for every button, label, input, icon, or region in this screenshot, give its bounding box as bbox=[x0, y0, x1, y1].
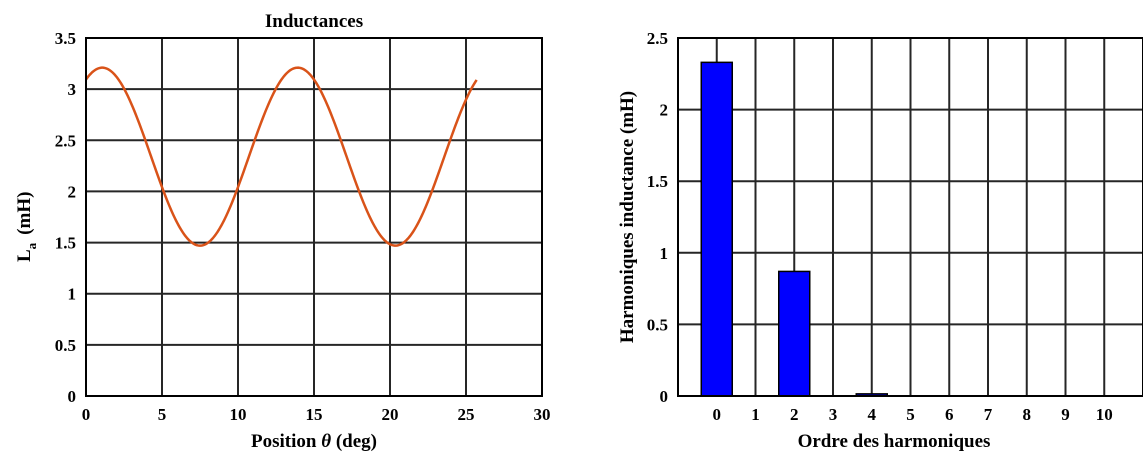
y-tick-labels: 0 0.5 1 1.5 2 2.5 bbox=[647, 29, 668, 406]
x-tick-label: 20 bbox=[382, 405, 399, 424]
x-axis-label-theta: θ bbox=[321, 431, 331, 452]
y-tick-label: 2.5 bbox=[55, 131, 76, 150]
y-tick-label: 2 bbox=[68, 182, 77, 201]
x-tick-label: 7 bbox=[984, 405, 993, 424]
x-tick-labels: 0 5 10 15 20 25 30 bbox=[82, 405, 551, 424]
x-axis-label: Position θ (deg) bbox=[251, 431, 377, 452]
chart-title: Inductances bbox=[265, 11, 363, 32]
x-axis-label-prefix: Position bbox=[251, 431, 321, 452]
x-tick-label: 15 bbox=[306, 405, 323, 424]
y-tick-labels: 0 0.5 1 1.5 2 2.5 3 3.5 bbox=[55, 29, 76, 406]
x-tick-label: 1 bbox=[751, 405, 760, 424]
y-tick-label: 0.5 bbox=[647, 315, 668, 334]
y-tick-label: 1.5 bbox=[647, 172, 668, 191]
y-tick-label: 0 bbox=[68, 387, 77, 406]
x-tick-label: 3 bbox=[829, 405, 838, 424]
x-tick-label: 5 bbox=[158, 405, 167, 424]
inductance-line-chart: 0 5 10 15 20 25 30 0 0.5 1 1.5 2 2.5 3 3.5 Inductance… bbox=[14, 11, 551, 452]
x-tick-label: 25 bbox=[458, 405, 475, 424]
y-tick-label: 0 bbox=[660, 387, 669, 406]
x-tick-labels: 0 1 2 3 4 5 6 7 8 9 10 bbox=[713, 405, 1113, 424]
x-tick-label: 10 bbox=[1096, 405, 1113, 424]
plot-frame bbox=[677, 37, 1143, 397]
y-tick-label: 1 bbox=[660, 244, 669, 263]
x-tick-label: 9 bbox=[1061, 405, 1070, 424]
y-axis-label: La (mH) bbox=[14, 192, 39, 262]
y-tick-label: 0.5 bbox=[55, 336, 76, 355]
x-tick-label: 6 bbox=[945, 405, 954, 424]
y-axis-label-main: L bbox=[14, 249, 35, 262]
y-tick-label: 1 bbox=[68, 285, 77, 304]
y-tick-label: 2 bbox=[660, 101, 669, 120]
x-tick-label: 5 bbox=[906, 405, 915, 424]
y-tick-label: 1.5 bbox=[55, 234, 76, 253]
harmonics-bar-chart: 0 1 2 3 4 5 6 7 8 9 10 0 0.5 1 1.5 2 2.5 Ordre des harm… bbox=[617, 29, 1143, 452]
x-tick-label: 2 bbox=[790, 405, 799, 424]
x-tick-label: 10 bbox=[230, 405, 247, 424]
y-tick-label: 2.5 bbox=[647, 29, 668, 48]
x-tick-label: 30 bbox=[534, 405, 551, 424]
x-tick-label: 0 bbox=[713, 405, 722, 424]
y-axis-label-unit: (mH) bbox=[14, 192, 35, 235]
inductance-curve bbox=[84, 66, 478, 247]
y-axis-label-subscript: a bbox=[24, 242, 39, 249]
x-axis-label: Ordre des harmoniques bbox=[798, 431, 991, 452]
bar-harmonic-0 bbox=[700, 61, 733, 397]
x-axis-label-suffix: (deg) bbox=[331, 431, 377, 452]
x-tick-label: 0 bbox=[82, 405, 91, 424]
y-axis-label: Harmoniques inductance (mH) bbox=[617, 91, 638, 343]
x-tick-label: 4 bbox=[868, 405, 877, 424]
plot-frame bbox=[85, 37, 543, 397]
y-tick-label: 3.5 bbox=[55, 29, 76, 48]
y-tick-label: 3 bbox=[68, 80, 77, 99]
y-axis-label-text: La (mH) bbox=[14, 192, 39, 262]
bar-harmonic-2 bbox=[778, 270, 811, 397]
x-tick-label: 8 bbox=[1023, 405, 1032, 424]
bars bbox=[700, 61, 888, 397]
